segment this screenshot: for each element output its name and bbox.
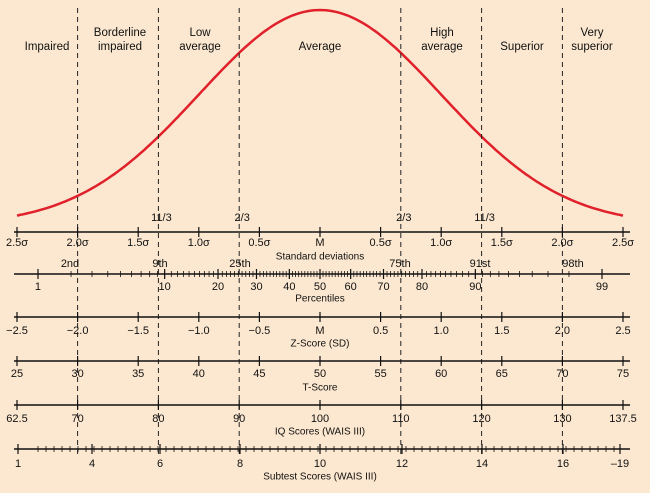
- scale-label: 120: [472, 413, 490, 425]
- scale-label: 0.5σ: [248, 237, 270, 249]
- scale-label: 99: [596, 281, 608, 293]
- normal-curve: [16, 8, 624, 217]
- scale-label: 1: [15, 458, 21, 470]
- scale-label: 30: [71, 368, 83, 380]
- scale-title: Standard deviations: [276, 252, 364, 263]
- scale-label: M: [315, 325, 324, 337]
- scale-label: –19: [611, 458, 629, 470]
- scale-label: 1.0σ: [430, 237, 452, 249]
- scale-label: 6: [157, 458, 163, 470]
- scale-label: 80: [416, 281, 428, 293]
- scale-label: 60: [345, 281, 357, 293]
- scale-label: 16: [557, 458, 569, 470]
- scale-label: 100: [311, 413, 329, 425]
- scale-label: 80: [152, 413, 164, 425]
- cut-label: 2/3: [396, 212, 411, 224]
- scale-label: 40: [283, 281, 295, 293]
- category-label: impaired: [98, 41, 142, 53]
- scale-label: 14: [476, 458, 488, 470]
- category-label: superior: [571, 41, 613, 53]
- cut-label: 2/3: [235, 212, 250, 224]
- scale-label: 20: [212, 281, 224, 293]
- scale-label: 30: [250, 281, 262, 293]
- scale-label: 4: [89, 458, 95, 470]
- cut-label: 11/3: [474, 212, 495, 224]
- percentile-mark: 98th: [562, 258, 583, 270]
- category-label: Low: [189, 27, 211, 39]
- scale-label: 62.5: [6, 413, 27, 425]
- scale-label: 2.0: [555, 325, 570, 337]
- scale-label: −0.5: [249, 325, 271, 337]
- scale-label: 65: [496, 368, 508, 380]
- scale-label: −1.0: [188, 325, 210, 337]
- scale-title: IQ Scores (WAIS III): [275, 427, 365, 438]
- scale-label: 75: [617, 368, 629, 380]
- scale-label: 8: [237, 458, 243, 470]
- category-label: Impaired: [25, 41, 70, 53]
- percentile-mark: 25th: [229, 258, 250, 270]
- category-label: Very: [580, 27, 603, 39]
- scale-label: 10: [159, 281, 171, 293]
- scale-label: 10: [314, 458, 326, 470]
- scale-label: −1.5: [127, 325, 149, 337]
- percentile-mark: 91st: [470, 258, 491, 270]
- scale-label: 1.0σ: [188, 237, 210, 249]
- scale-title: Subtest Scores (WAIS III): [263, 472, 377, 483]
- scale-title: T-Score: [302, 383, 337, 394]
- scale-label: 2.0σ: [551, 237, 573, 249]
- scale-label: 130: [553, 413, 571, 425]
- scale-label: 55: [374, 368, 386, 380]
- category-label: average: [421, 41, 463, 53]
- scale-label: 1.5σ: [491, 237, 513, 249]
- scale-label: 60: [435, 368, 447, 380]
- scale-label: −2.0: [67, 325, 89, 337]
- scale-label: 1.5: [494, 325, 509, 337]
- scale-label: 50: [314, 368, 326, 380]
- category-label: Borderline: [94, 27, 146, 39]
- scale-label: 35: [132, 368, 144, 380]
- scale-label: 25: [11, 368, 23, 380]
- percentile-mark: 75th: [389, 258, 410, 270]
- scale-label: 90: [469, 281, 481, 293]
- scale-label: 40: [193, 368, 205, 380]
- scale-title: Z-Score (SD): [291, 339, 350, 350]
- scale-label: 70: [556, 368, 568, 380]
- scale-label: 2.5σ: [612, 237, 634, 249]
- scale-label: 2.5: [615, 325, 630, 337]
- category-label: average: [179, 41, 221, 53]
- scale-label: 1.0: [434, 325, 449, 337]
- scale-label: 110: [392, 413, 410, 425]
- scale-label: 1.5σ: [127, 237, 149, 249]
- scale-label: 1: [35, 281, 41, 293]
- cut-label: 11/3: [151, 212, 172, 224]
- category-label: Superior: [500, 41, 544, 53]
- scale-label: M: [315, 237, 324, 249]
- scale-label: 2.0σ: [67, 237, 89, 249]
- scale-label: −2.5: [6, 325, 28, 337]
- percentile-mark: 2nd: [61, 258, 79, 270]
- percentile-mark: 9th: [152, 258, 167, 270]
- category-label: Average: [299, 41, 342, 53]
- scale-title: Percentiles: [295, 294, 344, 305]
- scale-label: 70: [377, 281, 389, 293]
- scale-label: 2.5σ: [6, 237, 28, 249]
- scale-label: 50: [314, 281, 326, 293]
- scale-label: 45: [253, 368, 265, 380]
- scale-label: 90: [233, 413, 245, 425]
- scale-label: 0.5: [373, 325, 388, 337]
- scale-label: 0.5σ: [370, 237, 392, 249]
- scale-label: 12: [396, 458, 408, 470]
- category-label: High: [430, 27, 454, 39]
- scale-label: 137.5: [609, 413, 637, 425]
- scale-label: 70: [71, 413, 83, 425]
